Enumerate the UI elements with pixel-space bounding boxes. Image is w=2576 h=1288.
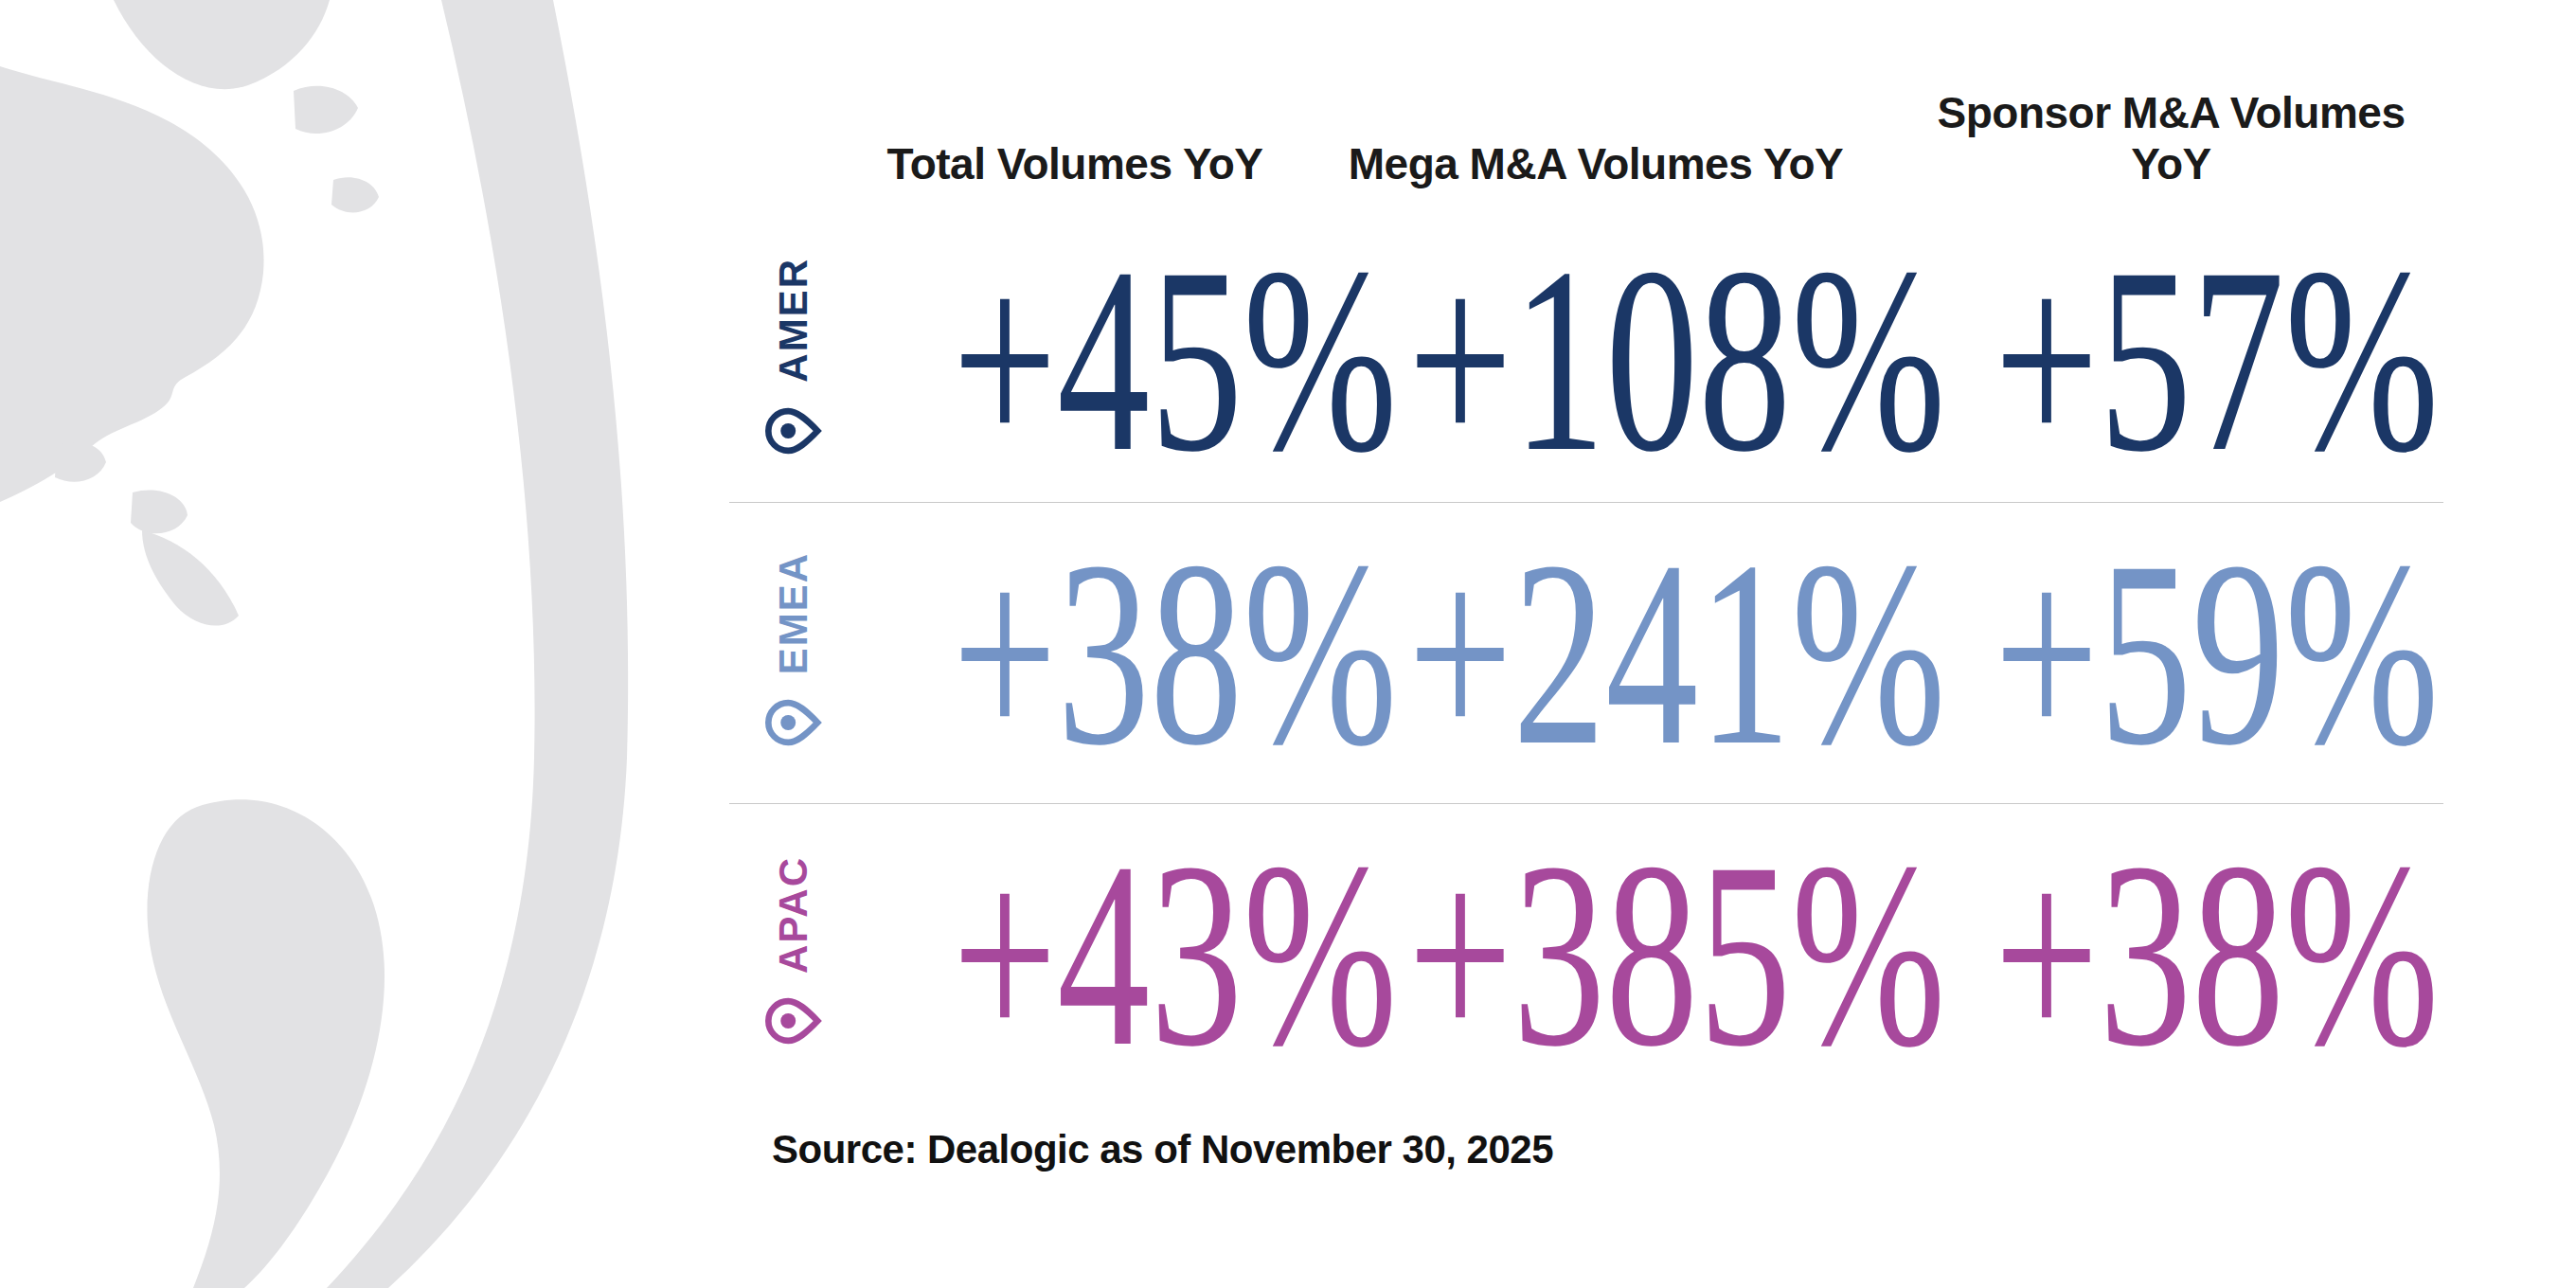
column-header-sponsor-ma-volumes: Sponsor M&A Volumes YoY — [1899, 87, 2443, 218]
region-label-amer: AMER — [729, 218, 857, 502]
region-label-emea: EMEA — [729, 503, 857, 803]
value-emea-sponsor: +59% — [1995, 521, 2440, 786]
table-row-emea: EMEA +38% +241% +59% — [729, 502, 2443, 803]
table-row-amer: AMER +45% +108% +57% — [729, 218, 2443, 502]
value-apac-sponsor: +38% — [1995, 822, 2440, 1087]
value-amer-sponsor: +57% — [1995, 227, 2440, 492]
table-header-row: Total Volumes YoY Mega M&A Volumes YoY S… — [729, 0, 2443, 218]
value-cell: +57% — [1899, 227, 2443, 492]
value-emea-total: +38% — [953, 521, 1398, 786]
value-amer-mega: +108% — [1408, 227, 1946, 492]
value-cell: +38% — [857, 521, 1293, 786]
value-cell: +45% — [857, 227, 1293, 492]
globe-land-top — [114, 0, 330, 89]
location-pin-icon — [762, 691, 825, 754]
globe-graphic — [0, 0, 663, 1288]
value-amer-total: +45% — [953, 227, 1398, 492]
value-apac-mega: +385% — [1408, 822, 1946, 1087]
globe-land-south-america — [147, 799, 385, 1288]
region-name-amer: AMER — [774, 258, 814, 383]
globe-land-north-america — [0, 66, 264, 502]
region-label-apac: APAC — [729, 804, 857, 1104]
region-name-emea: EMEA — [774, 552, 814, 674]
globe-land-islands — [294, 86, 379, 213]
column-header-mega-ma-volumes: Mega M&A Volumes YoY — [1293, 138, 1899, 218]
globe-land-coast-bits — [55, 442, 188, 533]
table-row-apac: APAC +43% +385% +38% — [729, 803, 2443, 1104]
location-pin-icon — [762, 400, 825, 462]
ma-volumes-table: Total Volumes YoY Mega M&A Volumes YoY S… — [729, 0, 2443, 1172]
value-cell: +43% — [857, 822, 1293, 1087]
value-cell: +38% — [1899, 822, 2443, 1087]
globe-land-central-america — [142, 530, 239, 626]
source-note: Source: Dealogic as of November 30, 2025 — [729, 1127, 2443, 1172]
value-emea-mega: +241% — [1408, 521, 1946, 786]
value-apac-total: +43% — [953, 822, 1398, 1087]
location-pin-icon — [762, 990, 825, 1052]
column-header-total-volumes: Total Volumes YoY — [857, 138, 1293, 218]
infographic-canvas: Total Volumes YoY Mega M&A Volumes YoY S… — [0, 0, 2576, 1288]
value-cell: +59% — [1899, 521, 2443, 786]
region-name-apac: APAC — [774, 856, 814, 974]
